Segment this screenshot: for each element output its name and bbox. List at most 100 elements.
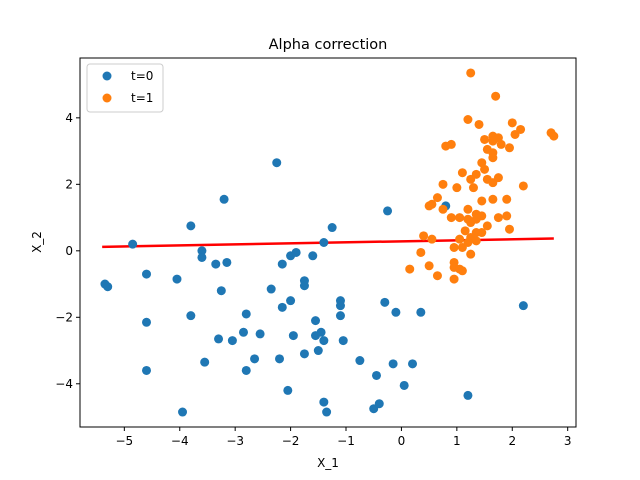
x-tick-label: −2 [282,434,300,448]
data-point [477,196,487,206]
data-point [468,183,478,193]
x-tick-label: 3 [564,434,572,448]
data-point [313,346,323,356]
data-point [518,301,528,311]
data-point [288,331,298,341]
data-point [432,193,442,203]
data-point [449,242,459,252]
data-point [518,181,528,191]
data-point [502,211,512,221]
data-point [255,329,265,339]
data-point [311,316,321,326]
data-point [128,239,138,249]
data-point [482,221,492,231]
data-point [291,247,301,257]
data-point [275,354,285,364]
data-point [446,139,456,149]
x-tick-label: 2 [508,434,516,448]
data-point [283,385,293,395]
y-tick-label: 4 [65,111,73,125]
data-point [457,168,467,178]
data-point [327,223,337,233]
x-axis-ticks: −5 −4 −3 −2 −1 0 1 2 3 [115,427,572,448]
data-point [319,238,329,247]
data-point [338,336,348,346]
x-axis-label: X_1 [317,456,339,470]
legend-label-t1: t=1 [131,91,153,105]
data-point [491,91,501,101]
data-point [427,234,437,244]
data-point [432,271,442,281]
data-point [222,257,232,267]
data-point [319,397,329,407]
data-point [471,236,481,246]
data-point [200,357,210,367]
y-tick-label: 0 [65,244,73,258]
data-point [416,247,426,257]
data-point [266,284,276,294]
data-point [416,307,426,317]
data-point [214,334,224,344]
data-point [172,274,182,284]
data-point [424,261,434,271]
data-point [241,309,251,319]
data-point [507,118,517,128]
data-point [241,365,251,375]
data-point [424,201,434,211]
data-point [408,359,418,369]
data-point [480,134,490,144]
data-point [480,164,490,174]
data-point [457,266,467,276]
data-point [460,226,470,236]
data-point [463,390,473,400]
x-tick-label: 0 [398,434,406,448]
data-point [227,336,237,346]
data-point [488,194,498,204]
x-tick-label: 1 [453,434,461,448]
data-point [250,354,260,364]
data-point [277,302,287,312]
data-point [466,174,476,184]
data-point [438,179,448,189]
data-point [477,228,487,238]
data-point [103,282,113,292]
x-tick-label: −4 [171,434,189,448]
data-point [316,327,326,337]
data-point [186,311,196,321]
data-point [374,399,384,409]
data-point [549,131,559,141]
data-point [186,221,196,231]
data-point [463,238,473,247]
legend-marker-t0 [102,71,112,81]
data-point [493,173,503,183]
data-point [335,311,345,321]
data-point [299,281,309,291]
plot-frame [79,57,577,428]
data-point [466,249,476,259]
data-point [211,259,221,269]
data-point [405,264,415,274]
data-point [142,317,152,327]
data-point [371,370,381,380]
points-layer [100,68,559,417]
data-point [178,407,188,417]
data-point [197,252,207,262]
data-point [286,296,296,306]
y-tick-label: −2 [55,310,73,324]
data-point [452,183,462,193]
data-point [466,218,476,228]
y-axis-ticks: −4 −2 0 2 4 [55,111,80,391]
data-point [399,380,409,390]
data-point [322,407,332,417]
data-point [319,336,329,346]
data-point [496,139,506,149]
y-tick-label: 2 [65,177,73,191]
data-point [142,269,152,279]
data-point [272,158,282,168]
data-point [455,234,465,244]
data-point [197,246,207,256]
legend: t=0 t=1 [86,63,164,113]
data-point [388,359,398,369]
data-point [516,124,526,134]
